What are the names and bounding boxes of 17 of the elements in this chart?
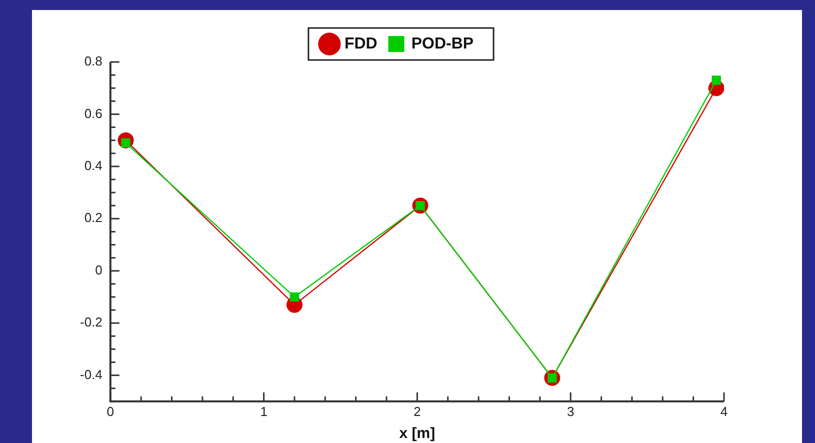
x-tick-label: 4 xyxy=(720,404,728,419)
y-tick-label: 0.8 xyxy=(84,54,102,69)
y-tick-label: 0 xyxy=(95,262,102,278)
y-tick-label: -0.2 xyxy=(80,314,102,330)
x-tick-label: 0 xyxy=(106,404,114,419)
point xyxy=(712,76,721,85)
legend-label: POD-BP xyxy=(411,35,474,52)
y-tick-label: 0.2 xyxy=(84,210,102,226)
point xyxy=(290,292,300,302)
y-tick-label: -0.4 xyxy=(80,366,102,382)
y-tick-label: 0.6 xyxy=(84,106,102,121)
x-tick-label: 3 xyxy=(566,404,574,419)
x-tick-label: 1 xyxy=(260,404,268,419)
x-tick-label: 2 xyxy=(414,404,421,419)
x-axis-title: x [m] xyxy=(399,425,436,442)
legend-label: FDD xyxy=(344,35,378,52)
y-tick-label: 0.4 xyxy=(84,158,102,174)
